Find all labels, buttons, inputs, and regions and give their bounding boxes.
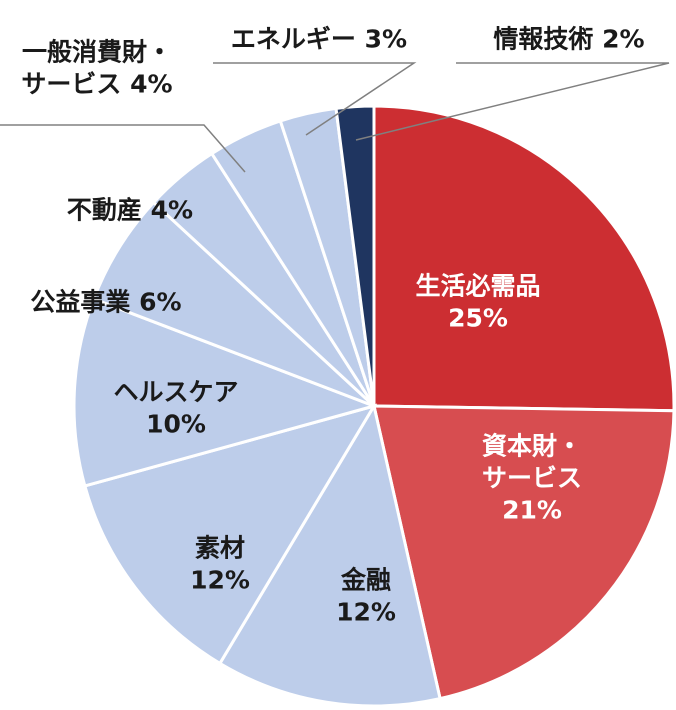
slice-label: エネルギー 3% [231,25,407,54]
slice-label: 生活必需品 25% [415,272,540,333]
pie-slices [72,104,676,708]
slice-labels: 生活必需品 25% 資本財・サービス 21% 金融 12% 素材 12% ヘルスケア 10% 公益事… [21,25,644,627]
slice-label-line: 情報技術 2% [493,25,644,54]
slice-label-line: サービス [482,464,582,493]
slice-label-line: 素材 [195,534,245,563]
slice-label-line: 10% [146,410,206,439]
slice-label: ヘルスケア 10% [113,378,238,439]
slice-label: 情報技術 2% [493,25,644,54]
pie-slice [217,402,442,708]
pie-slice [334,104,376,407]
slice-label-line: 不動産 4% [67,196,193,225]
pie-slice [372,404,676,701]
slice-label: 公益事業 6% [30,288,181,317]
leader-line [355,62,670,141]
pie-slice [72,296,379,488]
slice-label-line: エネルギー 3% [231,25,407,54]
slice-label-line: 一般消費財・ [22,38,172,67]
slice-label-line: 金融 [340,566,391,595]
leader-line [213,62,417,136]
slice-label-line: 12% [336,598,396,627]
slice-label: 資本財・サービス 21% [482,432,582,525]
slice-label: 金融 12% [336,566,396,627]
pie-slice [83,403,378,666]
slice-label-line: 21% [502,496,562,525]
leader-lines [0,62,670,173]
slice-label-line: ヘルスケア [113,378,238,407]
slice-label-line: 資本財・ [482,432,582,461]
slice-label-line: サービス 4% [21,70,172,99]
slice-label-line: 25% [448,304,508,333]
pie-slice [372,104,676,413]
slice-label: 素材 12% [190,534,250,595]
slice-label: 一般消費財・サービス 4% [21,38,172,99]
slice-label: 不動産 4% [67,196,193,225]
slice-label-line: 公益事業 6% [30,288,181,317]
slice-label-line: 生活必需品 [415,272,540,301]
leader-line [0,124,246,173]
slice-label-line: 12% [190,566,250,595]
